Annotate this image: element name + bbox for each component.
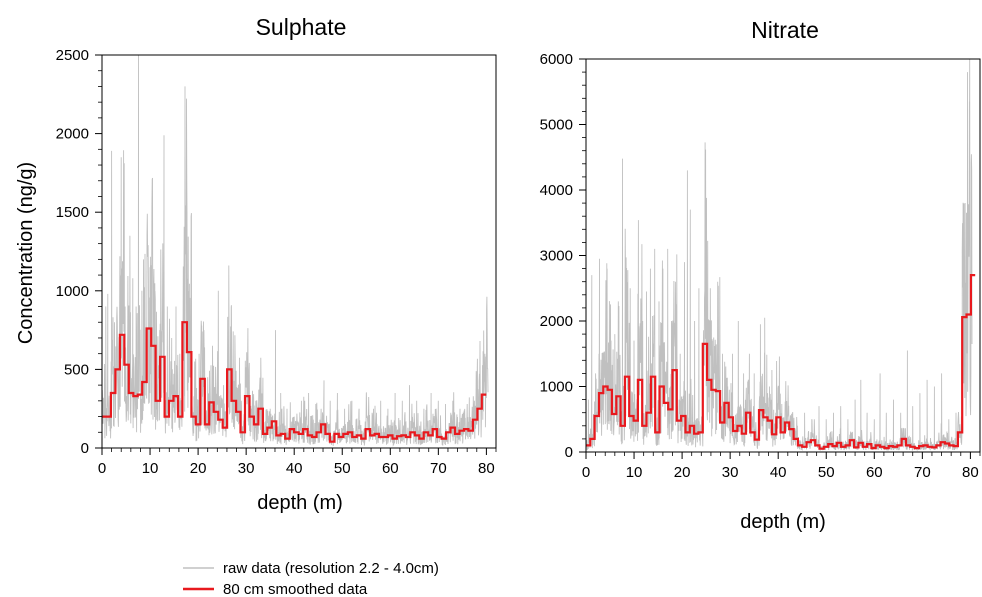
nitrate-x-tick-label: 40 [770,464,787,481]
sulphate-plot-frame [101,54,497,449]
nitrate-x-tick-label: 70 [914,464,931,481]
sulphate-x-tick-label: 30 [238,460,255,477]
sulphate-chart-title: Sulphate [256,14,347,40]
sulphate-y-tick-label: 1000 [56,283,89,300]
sulphate-y-tick-label: 1500 [56,204,89,221]
sulphate-x-tick-label: 0 [98,460,106,477]
nitrate-x-axis-label: depth (m) [740,511,826,533]
nitrate-axis-ticks: 0 10 20 30 40 50 60 70 80 0 1000 2000 3000 4000 5000 60… [540,51,981,481]
nitrate-plot-content [585,58,976,452]
sulphate-x-tick-label: 80 [478,460,495,477]
nitrate-x-tick-label: 20 [674,464,691,481]
sulphate-y-axis-label: Concentration (ng/g) [15,162,37,344]
nitrate-y-tick-label: 2000 [540,313,573,330]
sulphate-x-axis-label: depth (m) [257,492,343,514]
nitrate-chart-panel: Nitrate depth (m) 0 10 20 30 40 50 60 70 80 0 1000… [540,17,981,533]
sulphate-x-tick-label: 20 [190,460,207,477]
nitrate-x-tick-label: 50 [818,464,835,481]
nitrate-smoothed-data-series [586,274,976,450]
sulphate-smoothed-data-series [102,321,487,443]
sulphate-x-tick-label: 50 [334,460,351,477]
sulphate-y-tick-label: 0 [81,440,89,457]
sulphate-x-tick-label: 10 [142,460,159,477]
sulphate-x-tick-label: 60 [382,460,399,477]
sulphate-y-tick-label: 500 [64,361,89,378]
nitrate-y-tick-label: 3000 [540,248,573,265]
nitrate-y-tick-label: 6000 [540,51,573,68]
nitrate-chart-title: Nitrate [751,17,819,43]
nitrate-y-tick-label: 4000 [540,182,573,199]
nitrate-raw-data-series [585,58,973,452]
sulphate-chart-panel: Sulphate Concentration (ng/g) depth (m) … [15,14,497,514]
nitrate-x-tick-label: 60 [866,464,883,481]
nitrate-x-tick-label: 10 [626,464,643,481]
nitrate-y-tick-label: 5000 [540,117,573,134]
sulphate-x-tick-label: 40 [286,460,303,477]
sulphate-y-tick-label: 2000 [56,126,89,143]
legend-smoothed-label: 80 cm smoothed data [223,581,368,597]
nitrate-x-tick-label: 30 [722,464,739,481]
nitrate-plot-frame [585,58,981,453]
sulphate-x-tick-label: 70 [430,460,447,477]
sulphate-axis-ticks: 0 10 20 30 40 50 60 70 80 0 500 1000 1500 2000 2500 [56,47,497,477]
legend-raw-label: raw data (resolution 2.2 - 4.0cm) [223,560,439,577]
sulphate-plot-content [101,54,489,447]
nitrate-y-tick-label: 1000 [540,379,573,396]
sulphate-y-tick-label: 2500 [56,47,89,64]
nitrate-y-tick-label: 0 [565,444,573,461]
nitrate-x-tick-label: 0 [582,464,590,481]
nitrate-x-tick-label: 80 [962,464,979,481]
legend: raw data (resolution 2.2 - 4.0cm) 80 cm … [183,560,439,597]
